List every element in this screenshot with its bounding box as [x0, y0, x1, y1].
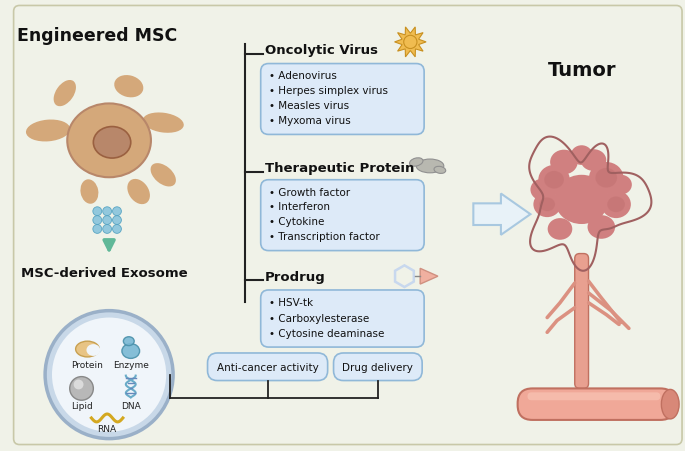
Text: • Measles virus: • Measles virus: [269, 101, 349, 110]
Polygon shape: [395, 28, 426, 58]
Ellipse shape: [662, 390, 679, 419]
Ellipse shape: [534, 192, 561, 218]
Text: Engineered MSC: Engineered MSC: [17, 27, 177, 45]
Ellipse shape: [67, 104, 151, 178]
Text: Protein: Protein: [71, 360, 103, 369]
Ellipse shape: [581, 150, 606, 171]
Text: Anti-cancer activity: Anti-cancer activity: [216, 362, 319, 372]
Text: RNA: RNA: [97, 424, 116, 433]
Text: Lipid: Lipid: [71, 401, 92, 410]
Ellipse shape: [151, 164, 176, 187]
Ellipse shape: [548, 219, 572, 240]
Text: • Interferon: • Interferon: [269, 202, 329, 212]
Circle shape: [103, 225, 112, 234]
Ellipse shape: [80, 180, 99, 204]
Circle shape: [112, 225, 121, 234]
Ellipse shape: [142, 113, 184, 133]
Ellipse shape: [588, 216, 615, 239]
Ellipse shape: [75, 341, 99, 357]
FancyBboxPatch shape: [527, 392, 660, 400]
Ellipse shape: [539, 198, 555, 212]
Ellipse shape: [127, 179, 150, 205]
Ellipse shape: [589, 163, 623, 194]
Circle shape: [45, 311, 173, 439]
Circle shape: [93, 216, 101, 225]
Text: • Herpes simplex virus: • Herpes simplex virus: [269, 86, 388, 96]
FancyBboxPatch shape: [334, 353, 422, 381]
Circle shape: [112, 207, 121, 216]
Ellipse shape: [610, 175, 632, 195]
Text: • Growth factor: • Growth factor: [269, 187, 350, 197]
Ellipse shape: [538, 166, 570, 195]
Text: MSC-derived Exosome: MSC-derived Exosome: [21, 267, 188, 280]
Ellipse shape: [53, 81, 76, 107]
Text: • Adenovirus: • Adenovirus: [269, 71, 336, 81]
Ellipse shape: [410, 158, 423, 167]
FancyBboxPatch shape: [261, 180, 424, 251]
Circle shape: [93, 225, 101, 234]
Ellipse shape: [93, 127, 131, 159]
Circle shape: [103, 207, 112, 216]
Text: Tumor: Tumor: [547, 60, 616, 79]
FancyBboxPatch shape: [518, 389, 675, 420]
Polygon shape: [420, 269, 438, 285]
Ellipse shape: [86, 345, 100, 356]
Ellipse shape: [122, 344, 140, 359]
Circle shape: [93, 207, 101, 216]
Text: • Cytokine: • Cytokine: [269, 216, 324, 226]
FancyBboxPatch shape: [575, 254, 588, 389]
Circle shape: [52, 318, 166, 432]
Circle shape: [74, 380, 84, 390]
FancyBboxPatch shape: [208, 353, 327, 381]
Text: Therapeutic Protein: Therapeutic Protein: [264, 162, 414, 175]
Ellipse shape: [555, 175, 609, 225]
Circle shape: [103, 216, 112, 225]
Ellipse shape: [571, 146, 593, 166]
Ellipse shape: [607, 197, 625, 213]
Ellipse shape: [114, 76, 143, 98]
Circle shape: [112, 216, 121, 225]
FancyBboxPatch shape: [261, 64, 424, 135]
Ellipse shape: [26, 120, 70, 142]
Text: • Transcription factor: • Transcription factor: [269, 231, 379, 241]
Circle shape: [70, 377, 93, 400]
Text: • Cytosine deaminase: • Cytosine deaminase: [269, 329, 384, 339]
Ellipse shape: [550, 150, 577, 175]
Text: • HSV-tk: • HSV-tk: [269, 297, 313, 307]
FancyBboxPatch shape: [14, 6, 682, 445]
Ellipse shape: [595, 169, 617, 188]
Ellipse shape: [123, 337, 134, 346]
Ellipse shape: [544, 171, 564, 189]
Circle shape: [403, 36, 417, 50]
Ellipse shape: [416, 160, 444, 174]
Ellipse shape: [601, 191, 631, 219]
Text: Prodrug: Prodrug: [264, 270, 325, 283]
Text: Enzyme: Enzyme: [113, 360, 149, 369]
Text: Oncolytic Virus: Oncolytic Virus: [264, 44, 377, 57]
Ellipse shape: [434, 167, 446, 174]
Text: DNA: DNA: [121, 401, 140, 410]
Text: • Carboxylesterase: • Carboxylesterase: [269, 313, 369, 323]
FancyBboxPatch shape: [261, 290, 424, 347]
Text: • Myxoma virus: • Myxoma virus: [269, 115, 350, 125]
Text: Drug delivery: Drug delivery: [342, 362, 413, 372]
Ellipse shape: [530, 179, 554, 201]
Polygon shape: [473, 194, 530, 235]
